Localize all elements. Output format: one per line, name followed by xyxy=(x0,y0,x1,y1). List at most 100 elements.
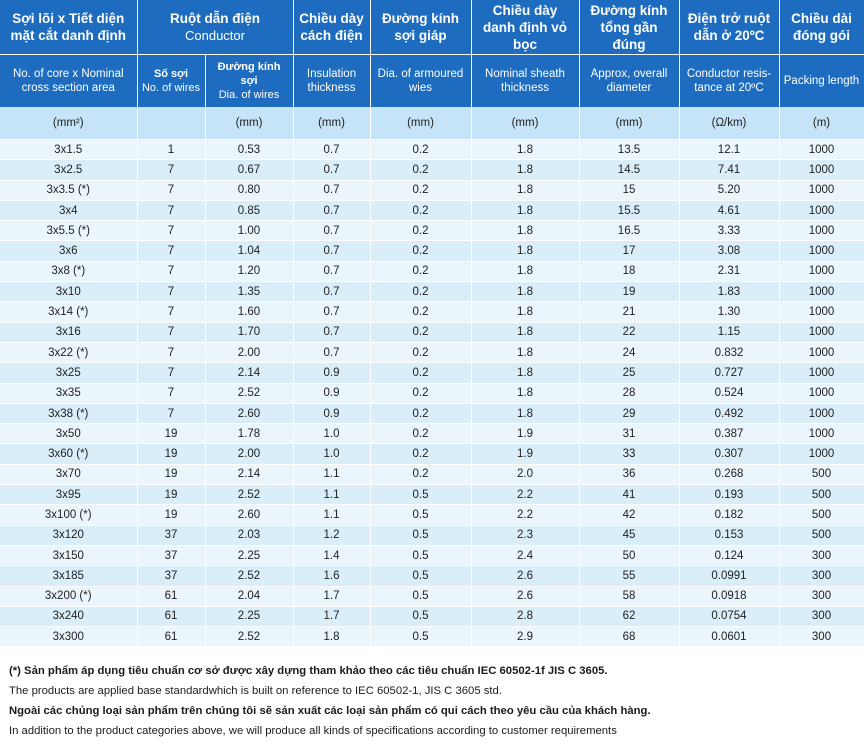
table-cell: 1.8 xyxy=(471,200,580,222)
table-cell: 1000 xyxy=(779,443,864,465)
table-cell: 500 xyxy=(779,525,864,546)
table-cell: 62 xyxy=(579,606,680,628)
table-cell: 2.3 xyxy=(471,525,580,546)
table-cell: 0.2 xyxy=(370,322,472,343)
table-cell: 1 xyxy=(137,139,206,161)
table-cell: 1.8 xyxy=(471,383,580,404)
table-cell: 1.70 xyxy=(205,322,294,343)
table-cell: 3x6 xyxy=(0,240,138,262)
table-cell: 0.7 xyxy=(293,322,371,343)
unit-cell: (mm) xyxy=(471,107,580,140)
table-cell: 3x10 xyxy=(0,281,138,303)
unit-cell: (m) xyxy=(779,107,864,140)
table-row: 3x70 19 2.14 1.1 0.2 2.0 36 0.268 500 xyxy=(0,464,864,486)
table-cell: 0.7 xyxy=(293,301,371,323)
header-packing-vi: Chiều dài đóng gói xyxy=(779,0,864,55)
table-cell: 1.60 xyxy=(205,301,294,323)
table-cell: 2.00 xyxy=(205,342,294,364)
header-resistance-en: Conductor resis-tance at 20ºC xyxy=(679,54,780,107)
table-cell: 1.8 xyxy=(471,301,580,323)
table-cell: 0.7 xyxy=(293,261,371,283)
table-cell: 19 xyxy=(137,504,206,526)
table-cell: 2.9 xyxy=(471,626,580,648)
table-cell: 2.52 xyxy=(205,565,294,587)
unit-cell: (mm²) xyxy=(0,107,138,140)
table-cell: 2.52 xyxy=(205,626,294,648)
table-cell: 0.727 xyxy=(679,362,780,384)
table-cell: 3x35 xyxy=(0,383,138,404)
table-cell: 7 xyxy=(137,281,206,303)
table-cell: 14.5 xyxy=(579,159,680,181)
table-row: 3x14 (*) 7 1.60 0.7 0.2 1.8 21 1.30 1000 xyxy=(0,301,864,323)
table-row: 3x120 37 2.03 1.2 0.5 2.3 45 0.153 500 xyxy=(0,525,864,546)
table-cell: 1000 xyxy=(779,261,864,283)
table-cell: 1000 xyxy=(779,362,864,384)
table-cell: 19 xyxy=(137,443,206,465)
header-sheath-vi: Chiều dày danh định vỏ bọc xyxy=(471,0,580,55)
table-cell: 3x95 xyxy=(0,484,138,506)
table-cell: 61 xyxy=(137,626,206,648)
table-cell: 1.30 xyxy=(679,301,780,323)
table-cell: 1.1 xyxy=(293,464,371,486)
table-cell: 1.8 xyxy=(471,342,580,364)
header-core-section-en: No. of core x Nominal cross section area xyxy=(0,54,138,107)
table-cell: 1000 xyxy=(779,423,864,445)
table-cell: 0.2 xyxy=(370,403,472,425)
table-row: 3x1.5 1 0.53 0.7 0.2 1.8 13.5 12.1 1000 xyxy=(0,139,864,161)
header-wire-diameter: Đường kính sợi Dia. of wires xyxy=(205,54,294,107)
header-diameter-vi: Đường kính tổng gần đúng xyxy=(579,0,680,55)
table-cell: 37 xyxy=(137,565,206,587)
table-cell: 3x70 xyxy=(0,464,138,486)
table-cell: 13.5 xyxy=(579,139,680,161)
table-cell: 0.53 xyxy=(205,139,294,161)
table-cell: 300 xyxy=(779,626,864,648)
table-row: 3x300 61 2.52 1.8 0.5 2.9 68 0.0601 300 xyxy=(0,626,864,648)
header-conductor-en: Conductor xyxy=(185,28,245,43)
table-row: 3x38 (*) 7 2.60 0.9 0.2 1.8 29 0.492 1000 xyxy=(0,403,864,425)
table-cell: 1.9 xyxy=(471,423,580,445)
table-cell: 22 xyxy=(579,322,680,343)
table-cell: 61 xyxy=(137,606,206,628)
table-cell: 3x16 xyxy=(0,322,138,343)
header-wires-count: Số sợi No. of wires xyxy=(137,54,206,107)
table-cell: 0.7 xyxy=(293,200,371,222)
table-cell: 4.61 xyxy=(679,200,780,222)
table-cell: 2.8 xyxy=(471,606,580,628)
unit-cell: (mm) xyxy=(370,107,472,140)
table-cell: 15.5 xyxy=(579,200,680,222)
table-row: 3x2.5 7 0.67 0.7 0.2 1.8 14.5 7.41 1000 xyxy=(0,159,864,181)
table-cell: 0.0991 xyxy=(679,565,780,587)
footnote-standard-vi: (*) Sản phẩm áp dụng tiêu chuẩn cơ sở đư… xyxy=(9,665,608,677)
table-cell: 1.04 xyxy=(205,240,294,262)
unit-cell: (mm) xyxy=(579,107,680,140)
table-cell: 50 xyxy=(579,545,680,567)
table-cell: 0.2 xyxy=(370,383,472,404)
table-cell: 0.7 xyxy=(293,342,371,364)
table-cell: 61 xyxy=(137,586,206,607)
table-cell: 1000 xyxy=(779,240,864,262)
table-row: 3x5.5 (*) 7 1.00 0.7 0.2 1.8 16.5 3.33 1000 xyxy=(0,220,864,242)
table-cell: 19 xyxy=(137,423,206,445)
table-cell: 300 xyxy=(779,586,864,607)
table-cell: 1.1 xyxy=(293,484,371,506)
table-cell: 3x3.5 (*) xyxy=(0,180,138,201)
table-cell: 3x38 (*) xyxy=(0,403,138,425)
table-row: 3x16 7 1.70 0.7 0.2 1.8 22 1.15 1000 xyxy=(0,322,864,343)
table-cell: 1000 xyxy=(779,342,864,364)
table-cell: 3x240 xyxy=(0,606,138,628)
table-row: 3x50 19 1.78 1.0 0.2 1.9 31 0.387 1000 xyxy=(0,423,864,445)
table-cell: 0.7 xyxy=(293,180,371,201)
table-cell: 2.14 xyxy=(205,362,294,384)
table-cell: 0.9 xyxy=(293,403,371,425)
table-cell: 7 xyxy=(137,383,206,404)
unit-cell: (mm) xyxy=(293,107,371,140)
table-cell: 0.2 xyxy=(370,342,472,364)
table-cell: 1.8 xyxy=(471,180,580,201)
table-cell: 1.9 xyxy=(471,443,580,465)
header-row-vietnamese: Sợi lõi x Tiết diện mặt cắt danh định Ru… xyxy=(0,0,864,55)
unit-cell: (mm) xyxy=(205,107,294,140)
table-cell: 1.8 xyxy=(471,240,580,262)
table-cell: 2.14 xyxy=(205,464,294,486)
table-row: 3x60 (*) 19 2.00 1.0 0.2 1.9 33 0.307 1000 xyxy=(0,443,864,465)
